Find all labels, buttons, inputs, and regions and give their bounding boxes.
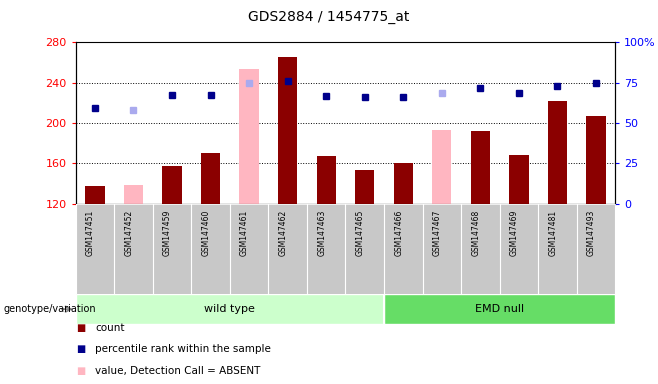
Text: GSM147465: GSM147465 [356,210,365,256]
Text: percentile rank within the sample: percentile rank within the sample [95,344,271,354]
Text: GDS2884 / 1454775_at: GDS2884 / 1454775_at [248,10,410,24]
Text: ■: ■ [76,323,85,333]
Text: GSM147481: GSM147481 [548,210,557,256]
Bar [316,156,336,204]
Text: GSM147466: GSM147466 [394,210,403,256]
Text: ■: ■ [76,344,85,354]
Bar [586,116,605,204]
Text: GSM147469: GSM147469 [510,210,519,256]
FancyBboxPatch shape [76,294,384,324]
Text: GSM147451: GSM147451 [86,210,95,256]
Text: GSM147467: GSM147467 [433,210,442,256]
Text: count: count [95,323,125,333]
Text: GSM147463: GSM147463 [317,210,326,256]
Text: GSM147462: GSM147462 [278,210,288,256]
Text: value, Detection Call = ABSENT: value, Detection Call = ABSENT [95,366,261,376]
Bar [86,186,105,204]
Text: GSM147452: GSM147452 [124,210,134,256]
Bar [240,70,259,204]
Bar [163,166,182,204]
Bar [432,130,451,204]
Bar [278,57,297,204]
Text: EMD null: EMD null [475,304,524,314]
FancyBboxPatch shape [384,294,615,324]
Bar [509,155,528,204]
Bar [393,163,413,204]
Text: wild type: wild type [205,304,255,314]
Text: GSM147460: GSM147460 [201,210,211,256]
Bar [547,101,567,204]
Text: ■: ■ [76,366,85,376]
Bar [124,185,143,204]
Text: GSM147468: GSM147468 [471,210,480,256]
Bar [470,131,490,204]
Text: GSM147461: GSM147461 [240,210,249,256]
Text: genotype/variation: genotype/variation [3,304,96,314]
Bar [355,170,374,204]
Bar [201,153,220,204]
Text: GSM147459: GSM147459 [163,210,172,256]
Text: GSM147493: GSM147493 [587,210,596,256]
